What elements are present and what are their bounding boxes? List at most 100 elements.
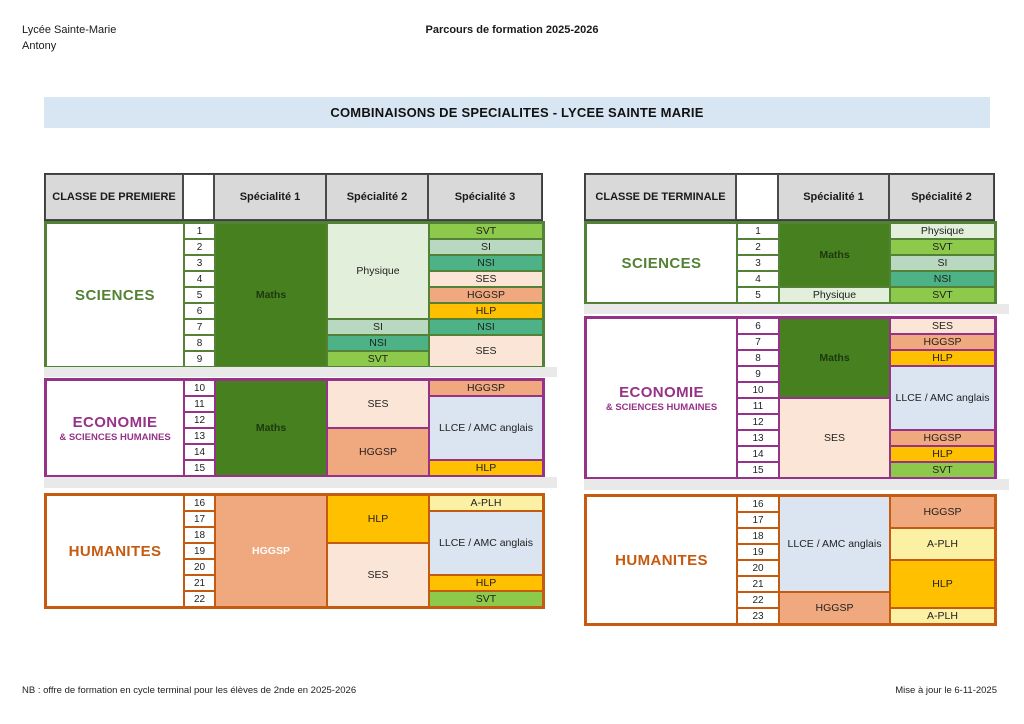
school-identity: Lycée Sainte-Marie Antony xyxy=(22,22,116,54)
spec-cell-si: SI xyxy=(429,239,543,255)
premiere-class-header: CLASSE DE PREMIERE xyxy=(45,174,183,220)
spec-cell-ses: SES xyxy=(429,271,543,287)
row-number-cell: 23 xyxy=(737,608,779,624)
row-number-cell: 9 xyxy=(737,366,779,382)
spec-cell-hggsp: HGGSP xyxy=(429,287,543,303)
row-number-cell: 18 xyxy=(737,528,779,544)
row-number-cell: 15 xyxy=(184,460,215,476)
row-number-cell: 10 xyxy=(184,380,215,396)
spec-cell-hlp: HLP xyxy=(890,350,995,366)
spec-cell-maths: Maths xyxy=(779,318,890,398)
section-subname: & SCIENCES HUMAINES xyxy=(605,401,718,413)
spec-cell-ses: SES xyxy=(327,543,429,607)
spec-cell-hlp: HLP xyxy=(429,460,543,476)
spec-cell-llce: LLCE / AMC anglais xyxy=(779,496,890,592)
section-spacer xyxy=(44,367,557,377)
footer-updated: Mise à jour le 6-11-2025 xyxy=(895,685,997,696)
spec-cell-aplh: A-PLH xyxy=(890,608,995,624)
spec-cell-physique: Physique xyxy=(890,223,995,239)
row-number-cell: 14 xyxy=(737,446,779,462)
row-number-cell: 22 xyxy=(184,591,215,607)
spec-cell-maths: Maths xyxy=(779,223,890,287)
section-label: SCIENCES xyxy=(46,223,184,367)
section-name: SCIENCES xyxy=(75,286,155,304)
row-number-cell: 22 xyxy=(737,592,779,608)
section-label: SCIENCES xyxy=(586,223,737,303)
row-number-cell: 19 xyxy=(737,544,779,560)
row-number-cell: 3 xyxy=(737,255,779,271)
spec-cell-hlp: HLP xyxy=(890,560,995,608)
row-number-cell: 8 xyxy=(737,350,779,366)
premiere-number-header-blank xyxy=(183,174,214,220)
spec-cell-hggsp: HGGSP xyxy=(429,380,543,396)
spec-cell-hggsp: HGGSP xyxy=(890,496,995,528)
section-subname: & SCIENCES HUMAINES xyxy=(59,431,171,443)
row-number-cell: 5 xyxy=(737,287,779,303)
spec-cell-nsi: NSI xyxy=(890,271,995,287)
section-spacer xyxy=(584,304,1009,314)
spec-cell-hggsp: HGGSP xyxy=(890,334,995,350)
row-number-cell: 7 xyxy=(184,319,215,335)
spec-cell-maths: Maths xyxy=(215,223,327,367)
school-city: Antony xyxy=(22,40,57,52)
terminale-humanites-section: HUMANITES 16 17 18 19 20 21 22 23 LLCE /… xyxy=(584,494,997,626)
row-number-cell: 2 xyxy=(737,239,779,255)
premiere-economie-section: ECONOMIE & SCIENCES HUMAINES 10 11 12 13… xyxy=(44,378,545,478)
terminale-spec2-header: Spécialité 2 xyxy=(889,174,994,220)
section-name: ECONOMIE xyxy=(619,383,704,401)
row-number-cell: 12 xyxy=(184,412,215,428)
row-number-cell: 21 xyxy=(184,575,215,591)
row-number-cell: 10 xyxy=(737,382,779,398)
section-name: SCIENCES xyxy=(621,254,702,272)
premiere-humanites-section: HUMANITES 16 17 18 19 20 21 22 HGGSP HLP… xyxy=(44,493,545,609)
row-number-cell: 18 xyxy=(184,527,215,543)
banner-title: COMBINAISONS DE SPECIALITES - LYCEE SAIN… xyxy=(44,97,990,128)
premiere-sciences-section: SCIENCES 1 2 3 4 5 6 7 8 9 Maths Physiqu… xyxy=(44,221,545,369)
spec-cell-si: SI xyxy=(890,255,995,271)
spec-cell-ses: SES xyxy=(890,318,995,334)
school-name: Lycée Sainte-Marie xyxy=(22,24,117,36)
section-label: HUMANITES xyxy=(46,495,184,607)
terminale-table-header: CLASSE DE TERMINALE Spécialité 1 Spécial… xyxy=(584,173,995,221)
row-number-cell: 7 xyxy=(737,334,779,350)
spec-cell-svt: SVT xyxy=(890,239,995,255)
row-number-cell: 3 xyxy=(184,255,215,271)
spec-cell-hggsp: HGGSP xyxy=(890,430,995,446)
terminale-sciences-section: SCIENCES 1 2 3 4 5 Maths Physique Physiq… xyxy=(584,221,997,305)
spec-cell-svt: SVT xyxy=(429,223,543,239)
terminale-economie-section: ECONOMIE & SCIENCES HUMAINES 6 7 8 9 10 … xyxy=(584,316,997,480)
row-number-cell: 20 xyxy=(184,559,215,575)
terminale-spec1-header: Spécialité 1 xyxy=(778,174,889,220)
premiere-spec3-header: Spécialité 3 xyxy=(428,174,542,220)
section-label: ECONOMIE & SCIENCES HUMAINES xyxy=(46,380,184,476)
row-number-cell: 6 xyxy=(184,303,215,319)
spec-cell-llce: LLCE / AMC anglais xyxy=(429,396,543,460)
spec-cell-llce: LLCE / AMC anglais xyxy=(890,366,995,430)
row-number-cell: 21 xyxy=(737,576,779,592)
section-label: HUMANITES xyxy=(586,496,737,624)
row-number-cell: 6 xyxy=(737,318,779,334)
terminale-number-header-blank xyxy=(736,174,778,220)
row-number-cell: 5 xyxy=(184,287,215,303)
spec-cell-llce: LLCE / AMC anglais xyxy=(429,511,543,575)
row-number-cell: 19 xyxy=(184,543,215,559)
row-number-cell: 2 xyxy=(184,239,215,255)
spec-cell-aplh: A-PLH xyxy=(429,495,543,511)
row-number-cell: 13 xyxy=(184,428,215,444)
spec-cell-physique: Physique xyxy=(327,223,429,319)
spec-cell-hlp: HLP xyxy=(327,495,429,543)
spec-cell-nsi: NSI xyxy=(429,255,543,271)
spec-cell-hlp: HLP xyxy=(429,303,543,319)
section-name: ECONOMIE xyxy=(72,413,158,431)
spec-cell-hggsp: HGGSP xyxy=(779,592,890,624)
row-number-cell: 8 xyxy=(184,335,215,351)
row-number-cell: 9 xyxy=(184,351,215,367)
row-number-cell: 11 xyxy=(737,398,779,414)
section-spacer xyxy=(44,477,557,488)
premiere-spec1-header: Spécialité 1 xyxy=(214,174,326,220)
section-name: HUMANITES xyxy=(68,542,162,560)
row-number-cell: 4 xyxy=(737,271,779,287)
row-number-cell: 17 xyxy=(737,512,779,528)
spec-cell-hlp: HLP xyxy=(890,446,995,462)
footer-note: NB : offre de formation en cycle termina… xyxy=(22,685,357,696)
